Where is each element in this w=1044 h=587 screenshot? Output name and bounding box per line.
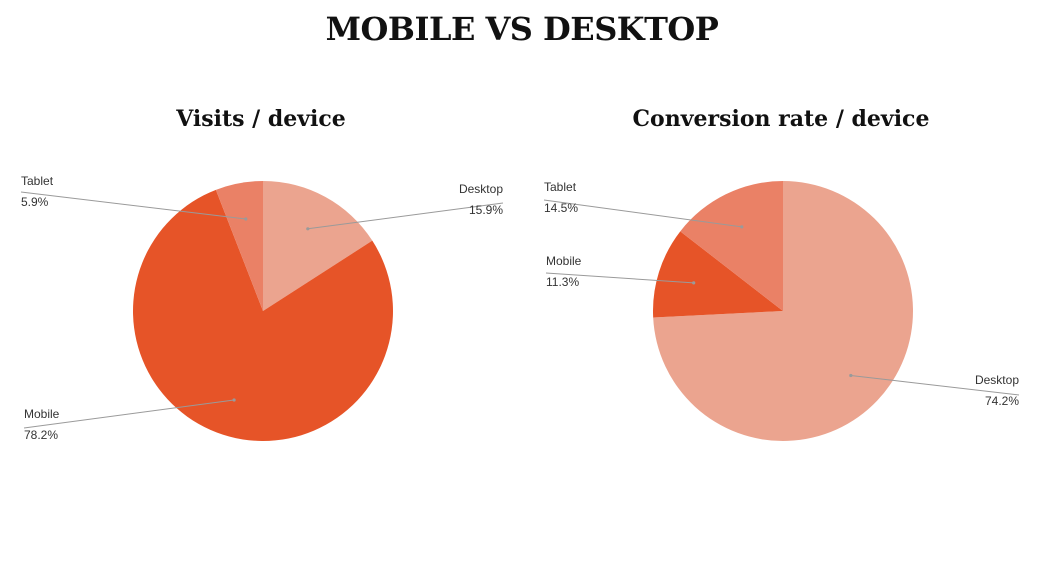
leader-dot [232,398,236,402]
slice-value-mobile: 11.3% [546,275,579,289]
pie-slice-mobile [132,189,393,441]
leader-dot [306,227,310,231]
slice-label-mobile: Mobile [546,254,582,268]
slice-value-desktop: 74.2% [985,394,1019,408]
leader-dot [692,281,696,285]
chart-title: Conversion rate / device [633,106,930,132]
pie-chart-conversion-rate: Conversion rate / device Desktop 74.2% Mob… [543,106,1020,441]
leader-dot [849,373,853,378]
pie-slice-desktop [263,181,373,311]
slice-label-desktop: Desktop [459,182,503,196]
slice-label-mobile: Mobile [24,407,60,421]
slice-label-desktop: Desktop [975,373,1019,387]
leader-line [20,191,246,220]
slice-value-mobile: 78.2% [24,428,58,442]
leader-line [23,399,235,429]
pie-slice-tablet [680,181,783,311]
pie-slice-desktop [653,181,913,441]
chart-title: Visits / device [175,106,346,132]
slice-label-tablet: Tablet [544,180,577,194]
pie-slice-tablet [215,181,263,311]
pie-slice-mobile [652,231,783,318]
leader-line [545,272,694,284]
slice-value-desktop: 15.9% [469,203,503,217]
leader-dot [740,225,744,229]
slice-value-tablet: 5.9% [21,195,49,209]
slice-label-tablet: Tablet [21,174,54,188]
leader-line [543,199,742,228]
slice-value-tablet: 14.5% [544,201,578,215]
page-title: MOBILE VS DESKTOP [325,10,719,48]
leader-line [307,202,504,230]
pie-chart-visits: Visits / device Desktop 15.9% Mobile 78.2% T… [20,106,504,442]
leader-line [850,375,1020,396]
leader-dot [244,217,248,221]
